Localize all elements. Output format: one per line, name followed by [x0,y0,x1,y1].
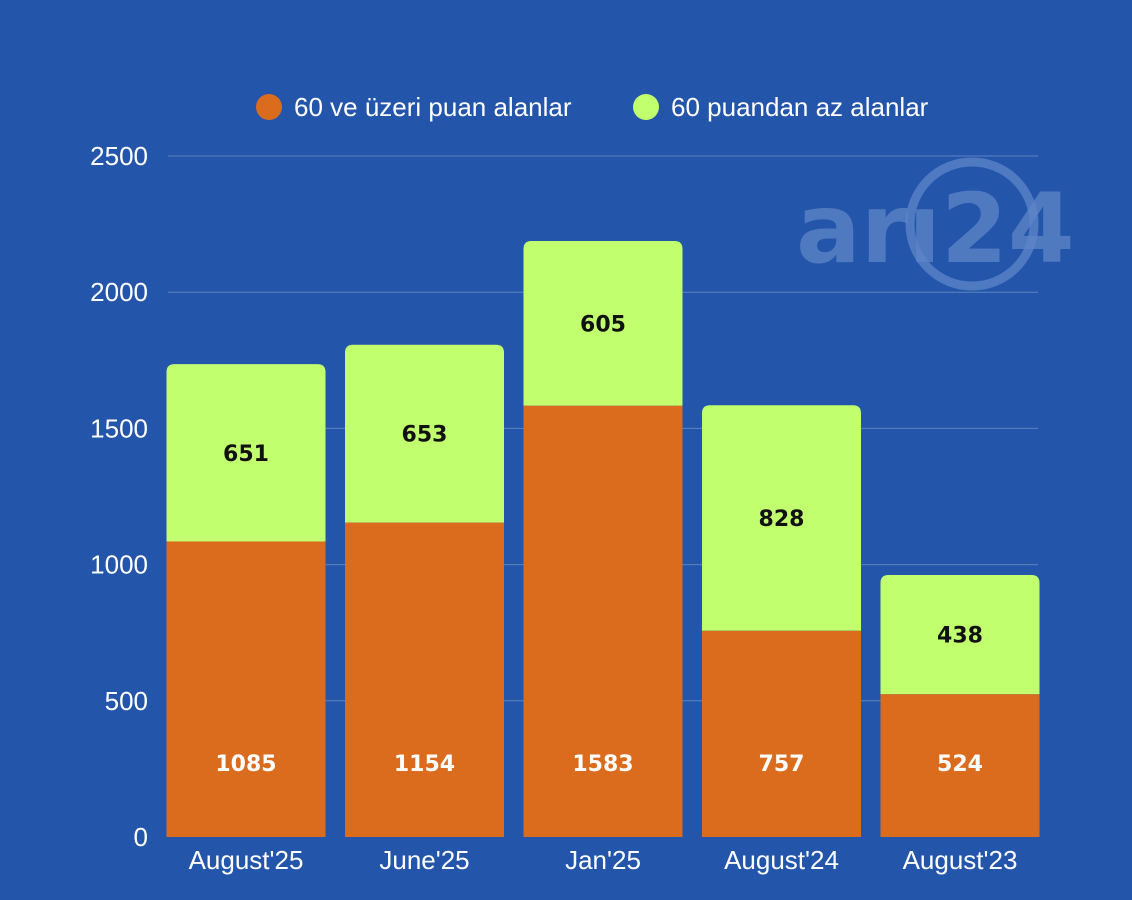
data-label-series-1: 1583 [572,752,633,777]
y-tick-label: 500 [105,686,148,716]
x-category-label: Jan'25 [565,845,641,875]
data-label-series-2: 438 [937,624,983,649]
legend: 60 ve üzeri puan alanlar 60 puandan az a… [256,92,929,122]
y-tick-label: 1500 [90,413,148,443]
data-label-series-2: 653 [402,423,448,448]
bar-segment-series-1 [523,405,683,837]
bar-segment-series-2 [166,364,326,542]
legend-label-series-1: 60 ve üzeri puan alanlar [294,92,572,122]
data-label-series-1: 1085 [215,752,276,777]
legend-label-series-2: 60 puandan az alanlar [671,92,929,122]
data-label-series-1: 1154 [394,752,455,777]
x-axis-labels: August'25 June'25 Jan'25 August'24 August'23 [189,845,1018,875]
watermark-logo: arı24 [796,157,1075,291]
data-label-series-1: 757 [759,752,805,777]
bar-segment-series-2 [345,344,504,523]
legend-swatch-series-1 [256,94,282,120]
x-category-label: August'23 [903,845,1018,875]
y-tick-label: 2500 [90,141,148,171]
x-category-label: August'24 [724,845,839,875]
watermark-ring-icon [905,157,1039,291]
bar-segment-series-2 [880,574,1040,695]
bar-segment-series-1 [702,630,861,837]
y-axis-ticks: 0 500 1000 1500 2000 2500 [90,141,148,852]
y-tick-label: 1000 [90,550,148,580]
data-label-series-2: 605 [580,312,626,337]
data-label-series-2: 651 [223,442,269,467]
data-label-series-1: 524 [937,752,983,777]
bar-segment-series-1 [166,541,326,837]
legend-swatch-series-2 [633,94,659,120]
x-category-label: June'25 [379,845,469,875]
data-label-series-2: 828 [759,507,805,532]
y-tick-label: 0 [134,822,148,852]
bars: 651 1085 653 1154 605 1583 828 757 438 524 [166,240,1040,837]
y-tick-label: 2000 [90,277,148,307]
x-category-label: August'25 [189,845,304,875]
bar-segment-series-2 [523,240,683,406]
bar-segment-series-2 [702,405,861,631]
bar-segment-series-1 [345,522,504,837]
bar-segment-series-1 [880,694,1040,837]
